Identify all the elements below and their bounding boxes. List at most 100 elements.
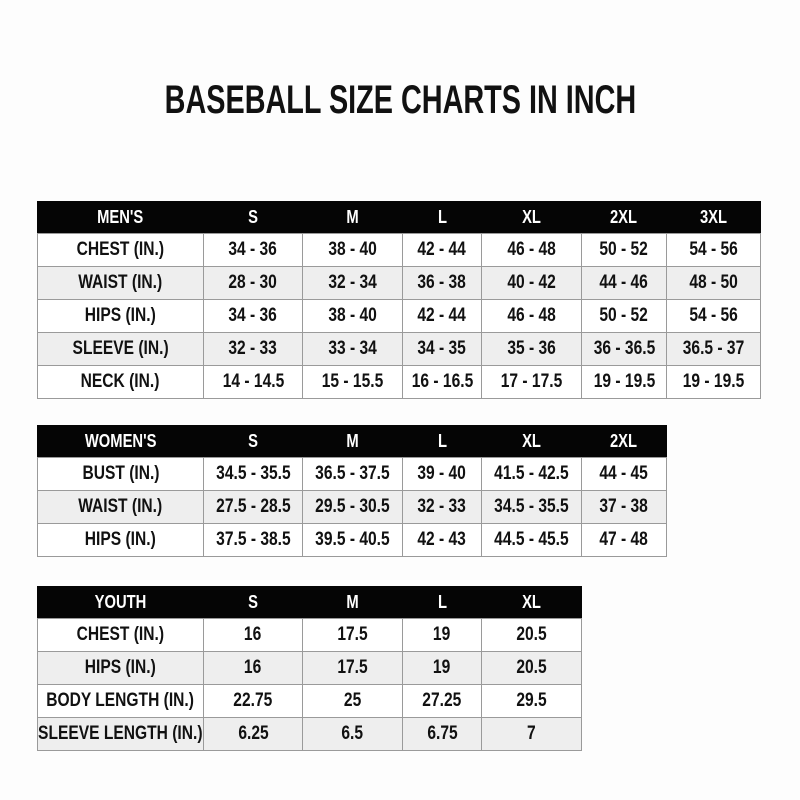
size-value: 50 - 52	[581, 299, 667, 333]
header-cell: 3XL	[666, 201, 761, 234]
row-label: CHEST (IN.)	[37, 233, 204, 267]
row-label: CHEST (IN.)	[37, 618, 204, 652]
size-value: 6.75	[402, 717, 482, 751]
size-value: 16	[203, 651, 303, 685]
title: BASEBALL SIZE CHARTS IN INCH	[0, 78, 800, 123]
size-value: 33 - 34	[302, 332, 403, 366]
size-value: 36 - 38	[402, 266, 482, 300]
cell-text: 44 - 46	[599, 272, 649, 293]
size-value: 37.5 - 38.5	[203, 523, 303, 557]
cell-text: 50 - 52	[599, 239, 649, 260]
cell-text: M	[346, 431, 359, 451]
size-value: 37 - 38	[581, 490, 667, 524]
cell-text: 39 - 40	[417, 463, 467, 484]
header-cell: 2XL	[581, 201, 667, 234]
header-cell: YOUTH	[37, 586, 204, 619]
row-label: BUST (IN.)	[37, 457, 204, 491]
row-label: NECK (IN.)	[37, 365, 204, 399]
size-value: 39.5 - 40.5	[302, 523, 403, 557]
size-value: 42 - 44	[402, 299, 482, 333]
size-value: 34 - 36	[203, 233, 303, 267]
cell-text: 19 - 19.5	[682, 371, 745, 392]
cell-text: CHEST (IN.)	[76, 239, 165, 260]
size-value: 19 - 19.5	[581, 365, 667, 399]
header-cell: XL	[481, 586, 582, 619]
cell-text: YOUTH	[94, 592, 147, 612]
size-value: 19 - 19.5	[666, 365, 761, 399]
cell-text: 48 - 50	[689, 272, 738, 293]
cell-text: 16	[244, 624, 262, 645]
cell-text: 14 - 14.5	[222, 371, 284, 392]
size-value: 27.25	[402, 684, 482, 718]
cell-text: 35 - 36	[507, 338, 556, 359]
header-cell: S	[203, 201, 303, 234]
size-value: 54 - 56	[666, 299, 761, 333]
cell-text: 40 - 42	[507, 272, 556, 293]
row-label: HIPS (IN.)	[37, 523, 204, 557]
cell-text: 34 - 36	[228, 239, 278, 260]
cell-text: HIPS (IN.)	[85, 657, 156, 678]
size-value: 38 - 40	[302, 299, 403, 333]
cell-text: 19	[433, 624, 451, 645]
cell-text: BODY LENGTH (IN.)	[46, 690, 195, 711]
header-cell: M	[302, 586, 403, 619]
header-cell: XL	[481, 201, 582, 234]
cell-text: 54 - 56	[689, 305, 738, 326]
size-value: 36 - 36.5	[581, 332, 667, 366]
cell-text: HIPS (IN.)	[85, 305, 156, 326]
cell-text: HIPS (IN.)	[85, 529, 156, 550]
cell-text: 28 - 30	[228, 272, 278, 293]
cell-text: 7	[527, 723, 536, 744]
cell-text: 15 - 15.5	[321, 371, 384, 392]
cell-text: WAIST (IN.)	[78, 496, 163, 517]
cell-text: 32 - 33	[228, 338, 278, 359]
cell-text: SLEEVE (IN.)	[72, 338, 169, 359]
header-cell: M	[302, 425, 403, 458]
size-value: 54 - 56	[666, 233, 761, 267]
cell-text: XL	[522, 431, 541, 451]
cell-text: 27.25	[422, 690, 462, 711]
size-value: 20.5	[481, 618, 582, 652]
size-value: 16	[203, 618, 303, 652]
cell-text: 17.5	[337, 657, 368, 678]
cell-text: 6.5	[341, 723, 364, 744]
size-value: 40 - 42	[481, 266, 582, 300]
cell-text: 16	[244, 657, 262, 678]
row-label: BODY LENGTH (IN.)	[37, 684, 204, 718]
cell-text: 36 - 38	[417, 272, 467, 293]
cell-text: 42 - 44	[417, 239, 467, 260]
cell-text: 20.5	[516, 657, 547, 678]
size-value: 44.5 - 45.5	[481, 523, 582, 557]
cell-text: 39.5 - 40.5	[315, 529, 390, 550]
size-value: 6.5	[302, 717, 403, 751]
size-value: 39 - 40	[402, 457, 482, 491]
cell-text: 2XL	[610, 431, 638, 451]
size-value: 46 - 48	[481, 299, 582, 333]
cell-text: M	[346, 592, 359, 612]
header-cell: XL	[481, 425, 582, 458]
size-value: 19	[402, 651, 482, 685]
header-cell: MEN'S	[37, 201, 204, 234]
size-value: 32 - 33	[402, 490, 482, 524]
cell-text: S	[248, 592, 258, 612]
size-value: 38 - 40	[302, 233, 403, 267]
size-value: 44 - 46	[581, 266, 667, 300]
row-label: HIPS (IN.)	[37, 299, 204, 333]
cell-text: XL	[522, 207, 541, 227]
size-value: 36.5 - 37.5	[302, 457, 403, 491]
cell-text: 19	[433, 657, 451, 678]
size-value: 42 - 43	[402, 523, 482, 557]
cell-text: 42 - 44	[417, 305, 467, 326]
size-value: 17.5	[302, 618, 403, 652]
cell-text: 47 - 48	[599, 529, 649, 550]
size-value: 25	[302, 684, 403, 718]
size-value: 50 - 52	[581, 233, 667, 267]
cell-text: 27.5 - 28.5	[215, 496, 291, 517]
cell-text: 34.5 - 35.5	[494, 496, 569, 517]
cell-text: 29.5 - 30.5	[315, 496, 390, 517]
cell-text: L	[437, 431, 447, 451]
cell-text: S	[248, 431, 258, 451]
cell-text: 17.5	[337, 624, 368, 645]
size-value: 15 - 15.5	[302, 365, 403, 399]
